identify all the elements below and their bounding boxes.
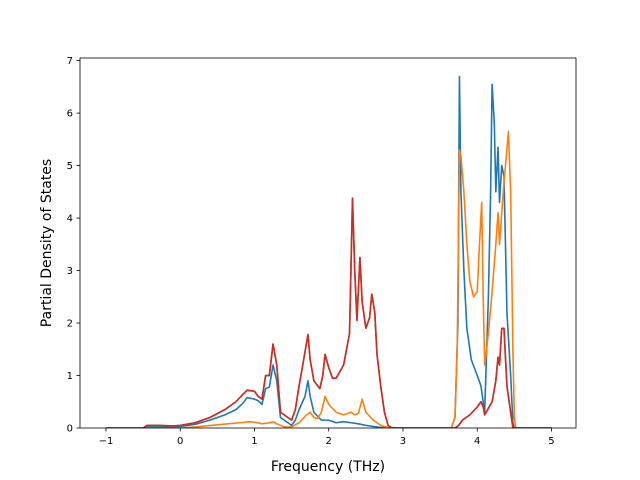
x-axis-label: Frequency (THz) <box>271 459 385 475</box>
y-tick-label: 1 <box>67 371 73 382</box>
plot-frame <box>79 57 577 429</box>
x-tick-label: 0 <box>177 436 183 447</box>
y-axis: 0 1 2 3 4 5 6 7 <box>67 56 80 435</box>
y-tick-label: 2 <box>67 319 73 330</box>
x-tick-label: 5 <box>548 436 554 447</box>
y-tick-label: 5 <box>67 161 73 172</box>
y-tick-label: 6 <box>67 109 73 120</box>
x-tick-label: 4 <box>474 436 480 447</box>
y-tick-label: 7 <box>67 56 73 67</box>
series-layer <box>105 75 552 428</box>
y-tick-label: 3 <box>67 266 73 277</box>
x-axis: −1 0 1 2 3 4 5 <box>99 428 555 447</box>
y-tick-label: 4 <box>67 214 73 225</box>
series-line-4 <box>105 197 552 428</box>
x-tick-label: 3 <box>400 436 406 447</box>
x-tick-label: −1 <box>99 436 114 447</box>
x-tick-label: 2 <box>326 436 332 447</box>
y-axis-label: Partial Density of States <box>39 159 55 327</box>
series-line-2 <box>105 130 552 428</box>
series-line-1 <box>105 75 552 428</box>
y-tick-label: 0 <box>67 424 73 435</box>
x-tick-label: 1 <box>251 436 257 447</box>
